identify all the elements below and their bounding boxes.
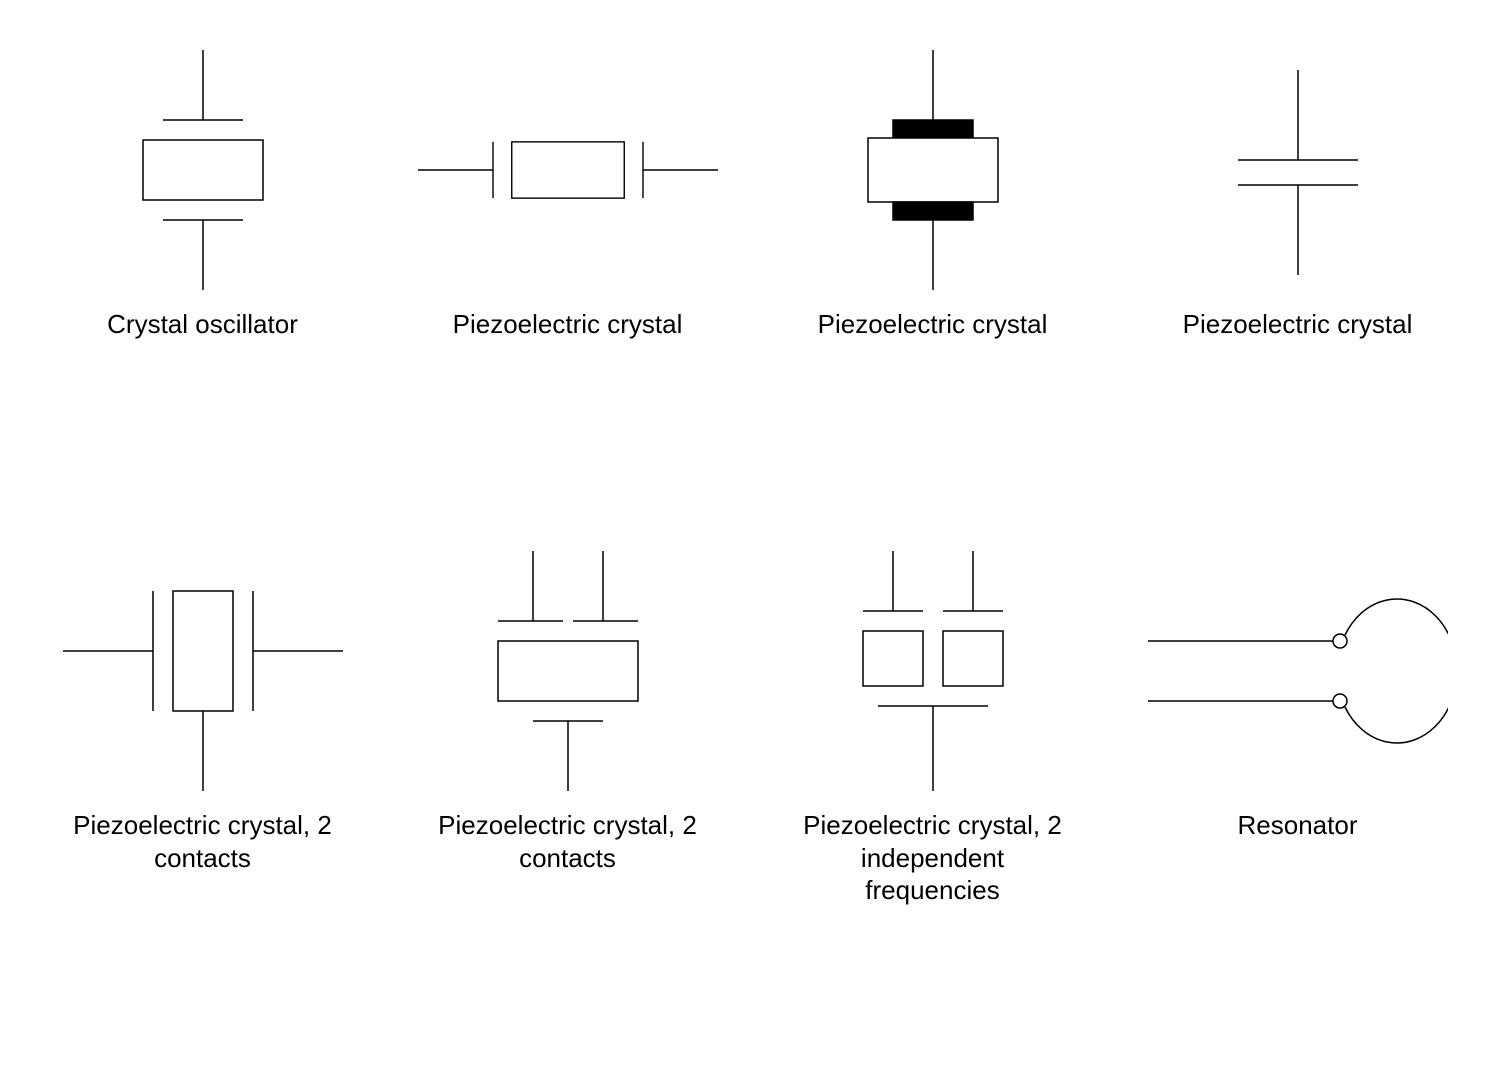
symbol-grid: Crystal oscillator Piezoelectric crystal [0,0,1500,1082]
symbol-piezo-crystal-filled [783,40,1083,300]
cell-piezo-2-contacts-b: Piezoelectric crystal, 2 contacts [385,521,750,1022]
symbol-piezo-2-contacts-a [53,541,353,801]
cell-piezo-2-independent: Piezoelectric crystal, 2 independent fre… [750,521,1115,1022]
label-piezo-crystal-h: Piezoelectric crystal [453,308,683,341]
label-crystal-oscillator: Crystal oscillator [107,308,298,341]
symbol-resonator [1148,541,1448,801]
symbol-piezo-crystal-h [418,40,718,300]
label-piezo-2-contacts-a: Piezoelectric crystal, 2 contacts [63,809,343,874]
cell-piezo-2-contacts-a: Piezoelectric crystal, 2 contacts [20,521,385,1022]
label-piezo-2-independent: Piezoelectric crystal, 2 independent fre… [793,809,1073,907]
cell-resonator: Resonator [1115,521,1480,1022]
symbol-crystal-oscillator [53,40,353,300]
label-piezo-crystal-filled: Piezoelectric crystal [818,308,1048,341]
label-piezo-2-contacts-b: Piezoelectric crystal, 2 contacts [428,809,708,874]
label-resonator: Resonator [1238,809,1358,842]
cell-piezo-crystal-filled: Piezoelectric crystal [750,20,1115,521]
cell-piezo-crystal-plain: Piezoelectric crystal [1115,20,1480,521]
symbol-piezo-2-independent [783,541,1083,801]
cell-crystal-oscillator: Crystal oscillator [20,20,385,521]
cell-piezo-crystal-h: Piezoelectric crystal [385,20,750,521]
symbol-piezo-crystal-plain [1148,40,1448,300]
symbol-piezo-2-contacts-b [418,541,718,801]
label-piezo-crystal-plain: Piezoelectric crystal [1183,308,1413,341]
